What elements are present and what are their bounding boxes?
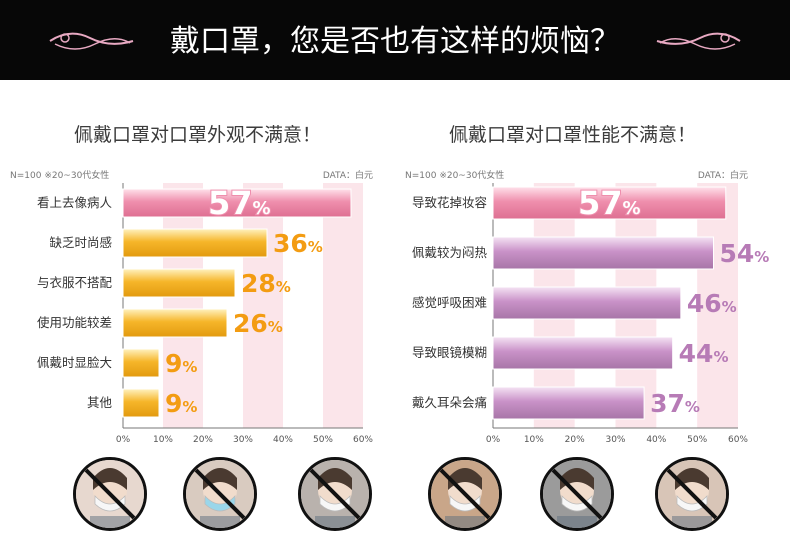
prohibited-icon	[76, 460, 144, 528]
x-tick-label: 20%	[193, 435, 213, 445]
x-tick-label: 50%	[313, 435, 333, 445]
prohibited-icon	[431, 460, 499, 528]
x-tick-label: 30%	[605, 435, 625, 445]
x-tick-label: 10%	[153, 435, 173, 445]
prohibited-icon	[658, 460, 726, 528]
grid-stripe	[243, 183, 283, 428]
category-label: 佩戴时显脸大	[37, 355, 112, 370]
bar	[122, 388, 160, 418]
bar	[122, 228, 268, 258]
x-tick-label: 10%	[524, 435, 544, 445]
value-label: 36%	[273, 229, 323, 258]
prohibited-icon	[301, 460, 369, 528]
category-label: 使用功能较差	[37, 315, 112, 330]
photo-row	[0, 455, 790, 555]
bar	[122, 188, 352, 218]
x-tick-label: 0%	[486, 435, 501, 445]
chart-title: 佩戴口罩对口罩外观不满意！	[73, 124, 321, 146]
x-tick-label: 30%	[233, 435, 253, 445]
prohibited-mask-photo-6	[655, 457, 729, 531]
banner-title: 戴口罩，您是否也有这样的烦恼？	[170, 24, 620, 59]
category-label: 缺乏时尚感	[49, 235, 112, 250]
chart-source: DATA：白元	[698, 169, 748, 181]
category-label: 与衣服不搭配	[37, 275, 113, 290]
grid-stripe	[323, 183, 363, 428]
grid-stripe	[163, 183, 203, 428]
bar	[122, 268, 236, 298]
appearance-chart-plot: N=100 ※20~30代女性 DATA：白元 0% 10% 20% 30% 40% 50% 6…	[10, 169, 373, 445]
x-tick-label: 40%	[646, 435, 666, 445]
prohibited-mask-photo-2	[183, 457, 257, 531]
category-label: 导致眼镜模糊	[412, 345, 487, 360]
value-label: 44%	[679, 339, 729, 368]
category-label: 看上去像病人	[37, 195, 113, 210]
value-label: 46%	[687, 289, 737, 318]
bar	[492, 336, 674, 370]
value-label: 57%	[208, 184, 271, 222]
chart-source: DATA：白元	[323, 169, 373, 181]
right-flourish-icon	[656, 32, 741, 50]
performance-chart: 佩戴口罩对口罩性能不满意！ N=100 ※20~30代女性 DATA：白元 0% 10…	[375, 108, 770, 453]
category-label: 导致花掉妆容	[412, 195, 487, 210]
x-tick-label: 50%	[687, 435, 707, 445]
x-tick-label: 60%	[353, 435, 373, 445]
prohibited-mask-photo-3	[298, 457, 372, 531]
bar	[492, 236, 714, 270]
x-tick-label: 0%	[116, 435, 131, 445]
chart-note: N=100 ※20~30代女性	[405, 169, 504, 181]
chart-note: N=100 ※20~30代女性	[10, 169, 109, 181]
category-label: 佩戴较为闷热	[412, 245, 488, 260]
prohibited-icon	[186, 460, 254, 528]
appearance-chart: 佩戴口罩对口罩外观不满意！ N=100 ※20~30代女性 DATA：白元 0% 10…	[0, 108, 395, 453]
bar	[492, 186, 727, 220]
category-label: 感觉呼吸困难	[412, 295, 487, 310]
performance-chart-plot: N=100 ※20~30代女性 DATA：白元 0% 10% 20% 30% 40% 50% 6…	[405, 169, 770, 445]
x-tick-label: 40%	[273, 435, 293, 445]
category-label: 其他	[87, 395, 113, 410]
header-banner: 戴口罩，您是否也有这样的烦恼？	[0, 0, 790, 80]
bar	[492, 286, 682, 320]
bar	[492, 386, 645, 420]
left-flourish-icon	[49, 32, 134, 50]
x-tick-label: 60%	[728, 435, 748, 445]
value-label: 54%	[720, 239, 770, 268]
value-label: 26%	[233, 309, 283, 338]
value-label: 9%	[165, 349, 197, 378]
prohibited-mask-photo-5	[540, 457, 614, 531]
category-label: 戴久耳朵会痛	[412, 395, 487, 410]
value-label: 9%	[165, 389, 197, 418]
value-label: 37%	[650, 389, 700, 418]
chart-title: 佩戴口罩对口罩性能不满意！	[448, 124, 696, 146]
grid-stripe	[697, 183, 738, 428]
value-label: 28%	[241, 269, 291, 298]
prohibited-icon	[543, 460, 611, 528]
bar	[122, 348, 160, 378]
x-tick-label: 20%	[565, 435, 585, 445]
prohibited-mask-photo-1	[73, 457, 147, 531]
value-label: 57%	[578, 184, 641, 222]
bar	[122, 308, 228, 338]
prohibited-mask-photo-4	[428, 457, 502, 531]
